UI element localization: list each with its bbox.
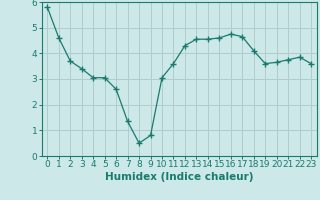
X-axis label: Humidex (Indice chaleur): Humidex (Indice chaleur): [105, 172, 253, 182]
